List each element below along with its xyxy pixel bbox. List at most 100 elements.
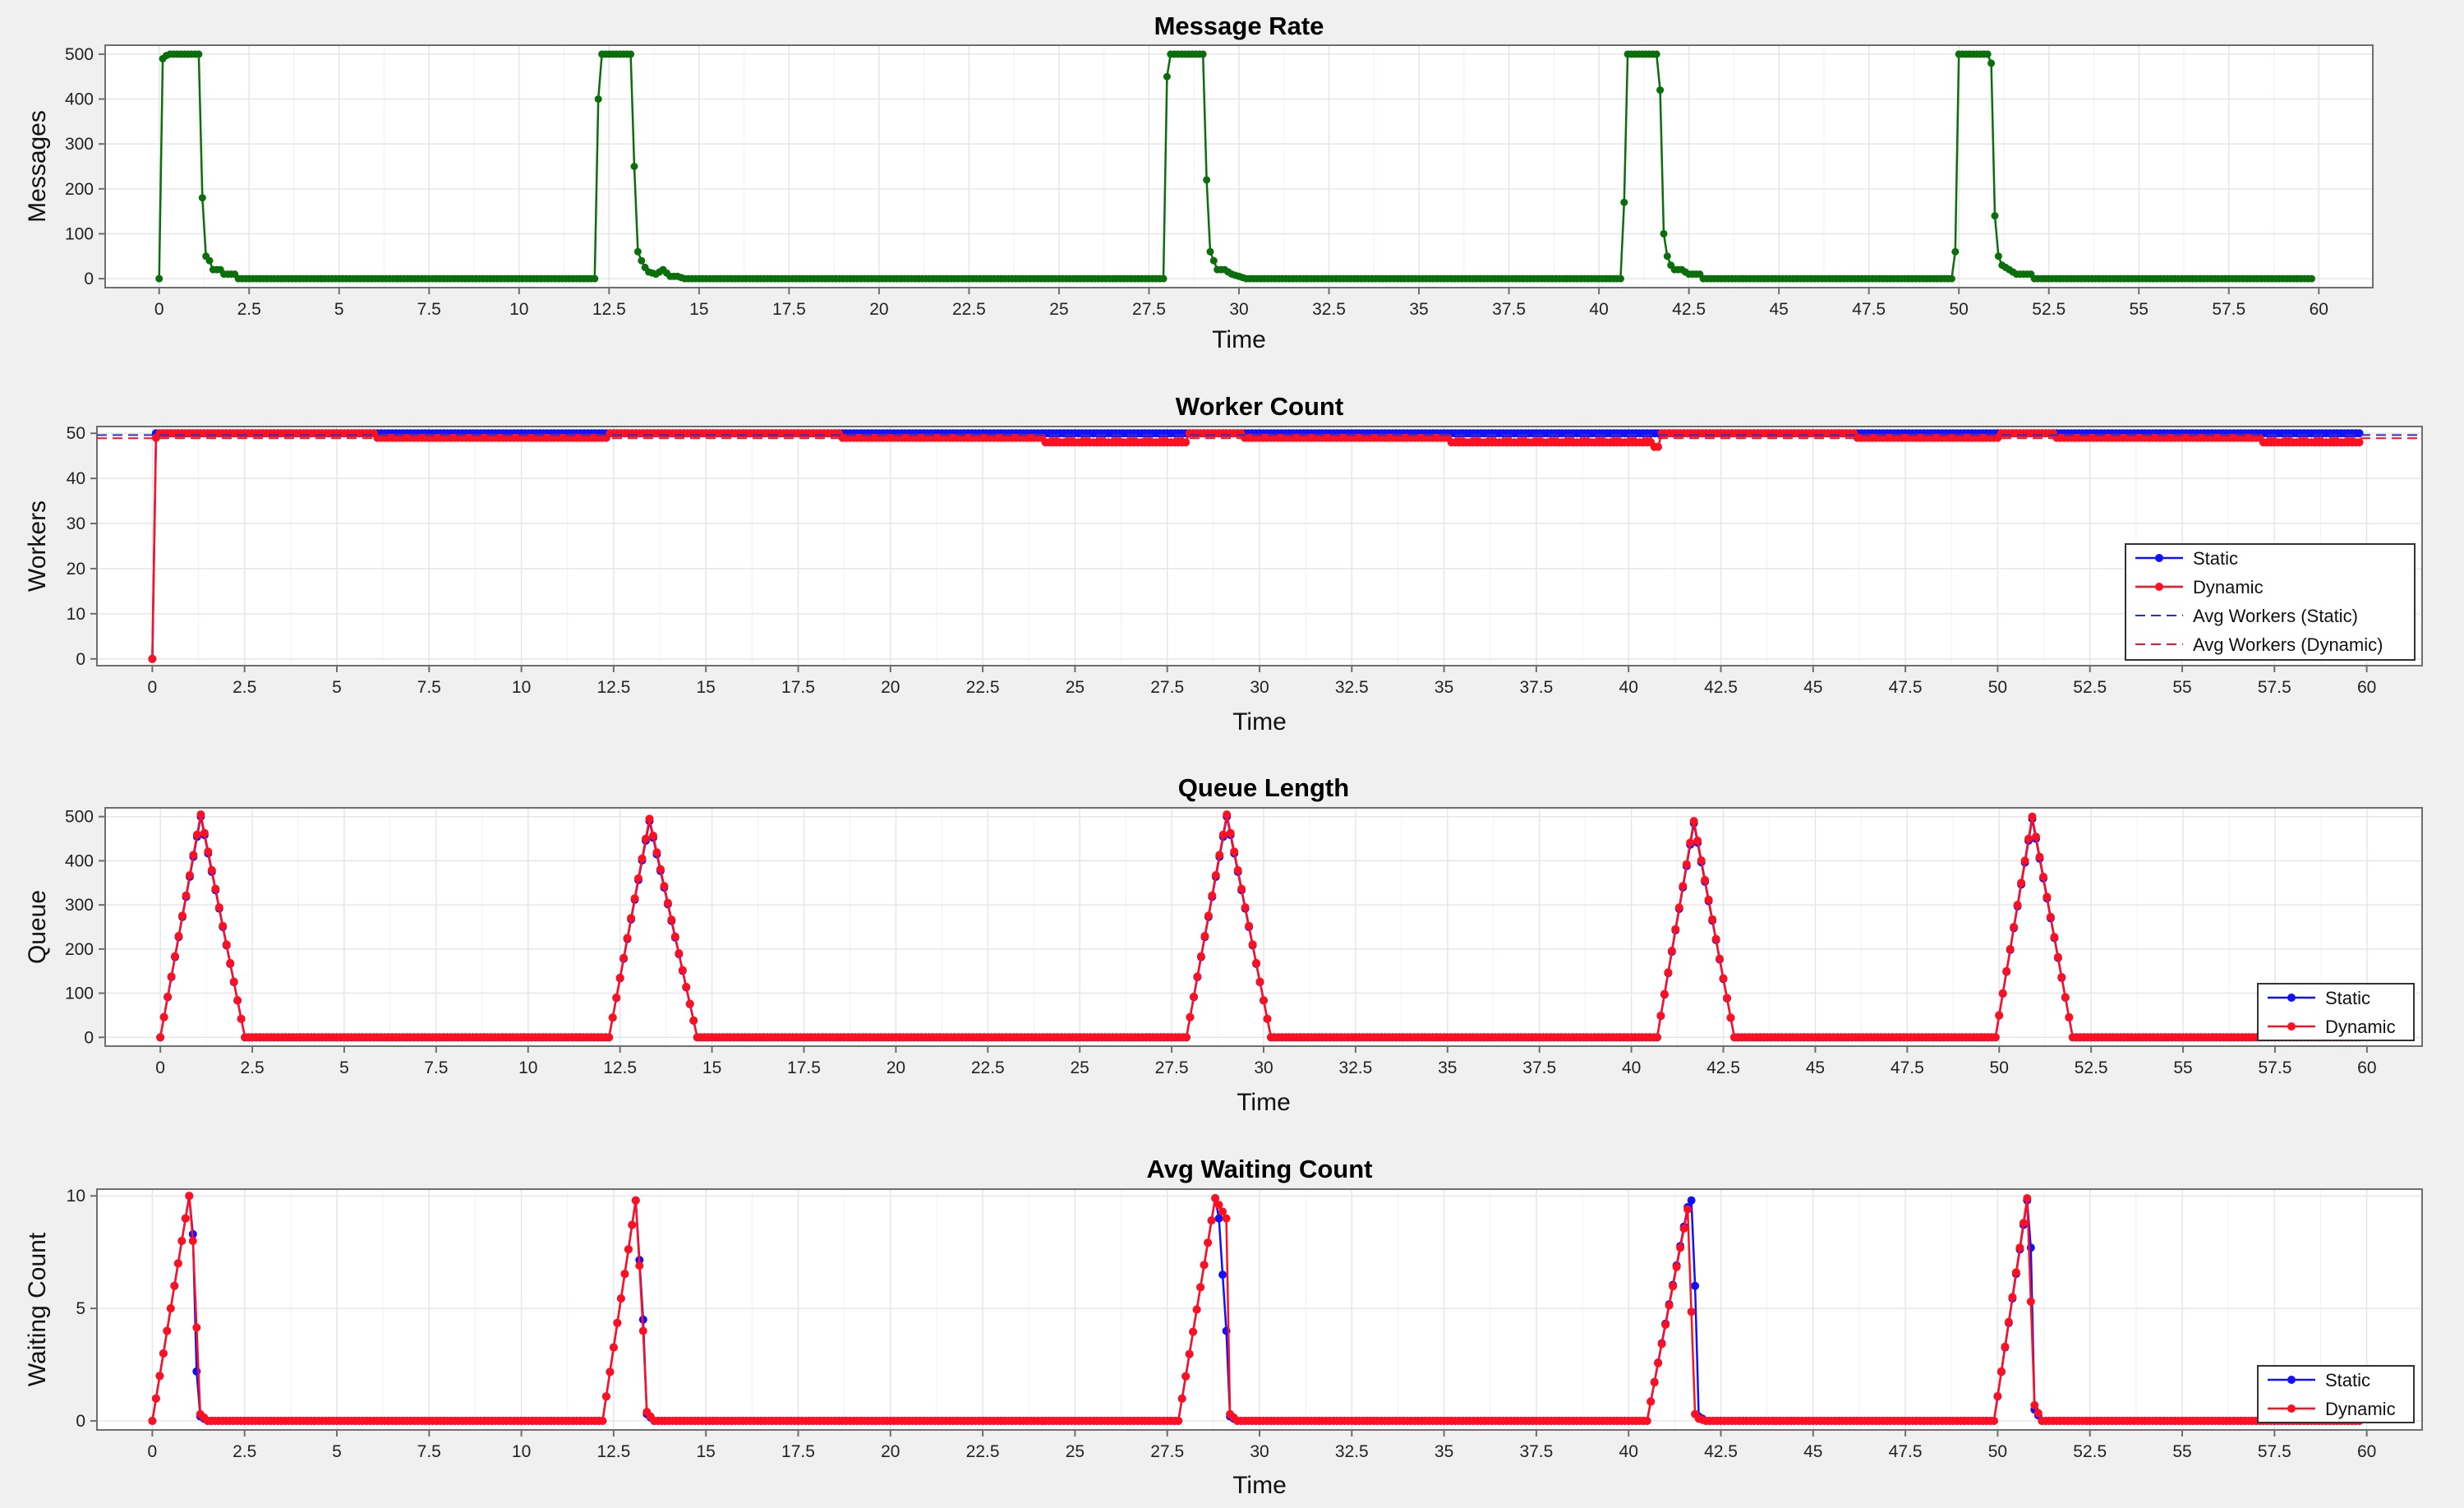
data-point bbox=[2023, 1194, 2032, 1202]
x-tick-label: 2.5 bbox=[233, 1442, 256, 1461]
data-point bbox=[2065, 1012, 2074, 1021]
x-tick-label: 12.5 bbox=[592, 300, 626, 319]
chart-title: Message Rate bbox=[1154, 12, 1324, 40]
x-tick-label: 47.5 bbox=[1852, 300, 1886, 319]
data-point bbox=[1719, 974, 1728, 983]
chart-title: Avg Waiting Count bbox=[1147, 1155, 1373, 1183]
data-point bbox=[2028, 812, 2037, 821]
data-point bbox=[196, 810, 205, 819]
x-axis-label: Time bbox=[1212, 326, 1266, 353]
legend-box bbox=[2125, 543, 2416, 661]
x-tick-label: 0 bbox=[154, 300, 164, 319]
data-point bbox=[2308, 274, 2315, 283]
x-tick-label: 15 bbox=[697, 678, 716, 697]
x-tick-label: 20 bbox=[887, 1058, 905, 1077]
data-point bbox=[1186, 1012, 1195, 1021]
data-point bbox=[660, 882, 669, 891]
data-point bbox=[1177, 1394, 1186, 1403]
data-point bbox=[623, 934, 632, 943]
x-axis-label: Time bbox=[1237, 1089, 1291, 1116]
data-point bbox=[619, 953, 629, 962]
x-tick-label: 32.5 bbox=[1338, 1058, 1372, 1077]
x-tick-label: 47.5 bbox=[1889, 678, 1923, 697]
data-point bbox=[1260, 996, 1268, 1005]
x-tick-label: 60 bbox=[2357, 678, 2376, 697]
chart-title: Queue Length bbox=[1178, 773, 1349, 802]
legend-label: Dynamic bbox=[2325, 1399, 2396, 1419]
x-tick-label: 52.5 bbox=[2073, 1442, 2107, 1461]
x-tick-label: 35 bbox=[1438, 1058, 1457, 1077]
data-point bbox=[591, 274, 599, 283]
x-tick-label: 52.5 bbox=[2073, 678, 2107, 697]
x-tick-label: 55 bbox=[2172, 1442, 2191, 1461]
data-point bbox=[594, 95, 602, 104]
x-tick-label: 40 bbox=[1589, 300, 1608, 319]
data-point bbox=[1203, 176, 1211, 184]
data-point bbox=[222, 940, 231, 949]
x-tick-label: 57.5 bbox=[2212, 300, 2245, 319]
data-point bbox=[1200, 1261, 1209, 1270]
series-layer bbox=[148, 1192, 2364, 1425]
x-tick-label: 0 bbox=[148, 678, 158, 697]
data-point bbox=[1208, 891, 1217, 900]
legend-marker bbox=[2287, 994, 2296, 1002]
data-point bbox=[159, 1349, 168, 1358]
data-point bbox=[1991, 212, 1999, 220]
y-tick-label: 40 bbox=[67, 469, 85, 488]
x-tick-label: 37.5 bbox=[1492, 300, 1526, 319]
x-tick-label: 25 bbox=[1071, 1058, 1089, 1077]
series-layer bbox=[155, 50, 2315, 283]
data-point bbox=[1189, 1327, 1198, 1336]
data-point bbox=[1998, 989, 2007, 998]
y-tick-label: 400 bbox=[65, 90, 94, 109]
legend-marker bbox=[2287, 1404, 2296, 1413]
legend-marker bbox=[2155, 554, 2163, 562]
data-point bbox=[633, 247, 642, 256]
data-point bbox=[189, 851, 198, 860]
data-point bbox=[613, 1318, 622, 1327]
x-tick-label: 22.5 bbox=[971, 1058, 1005, 1077]
x-tick-label: 7.5 bbox=[417, 678, 441, 697]
data-point bbox=[1997, 1367, 2006, 1376]
x-tick-label: 12.5 bbox=[596, 1442, 630, 1461]
chart-title: Worker Count bbox=[1176, 392, 1343, 421]
y-tick-label: 300 bbox=[65, 135, 94, 154]
y-tick-label: 5 bbox=[76, 1299, 85, 1318]
data-point bbox=[182, 891, 191, 900]
data-point bbox=[2030, 1400, 2039, 1409]
x-tick-label: 35 bbox=[1435, 1442, 1453, 1461]
data-point bbox=[1983, 50, 1992, 58]
data-point bbox=[2355, 429, 2364, 438]
x-tick-label: 32.5 bbox=[1335, 1442, 1369, 1461]
x-tick-label: 52.5 bbox=[2032, 300, 2066, 319]
data-point bbox=[1660, 229, 1668, 237]
data-point bbox=[1995, 1011, 2004, 1020]
data-point bbox=[1665, 1301, 1674, 1310]
x-tick-label: 47.5 bbox=[1889, 1442, 1923, 1461]
data-point bbox=[1672, 1262, 1681, 1271]
x-tick-label: 55 bbox=[2172, 678, 2191, 697]
x-tick-label: 17.5 bbox=[772, 300, 806, 319]
x-tick-label: 60 bbox=[2357, 1442, 2376, 1461]
data-point bbox=[1214, 1201, 1223, 1210]
data-point bbox=[1661, 1321, 1670, 1329]
chart-2: 0 2.5 5 7.5 10 12.5 15 17.5 20 22.5 25 27.5 30 32.5 35… bbox=[24, 773, 2423, 1116]
y-tick-label: 500 bbox=[65, 808, 94, 827]
data-point bbox=[1686, 838, 1695, 847]
y-tick-label: 300 bbox=[65, 896, 94, 915]
data-point bbox=[1654, 1358, 1663, 1367]
x-tick-label: 35 bbox=[1435, 678, 1453, 697]
x-tick-label: 42.5 bbox=[1704, 678, 1738, 697]
data-point bbox=[1218, 830, 1227, 839]
data-point bbox=[1993, 1391, 2002, 1400]
data-point bbox=[1199, 50, 1207, 58]
x-tick-label: 5 bbox=[334, 300, 344, 319]
data-point bbox=[155, 274, 163, 283]
data-point bbox=[627, 914, 636, 923]
x-tick-label: 60 bbox=[2310, 300, 2328, 319]
x-tick-label: 15 bbox=[689, 300, 708, 319]
data-point bbox=[170, 1281, 179, 1290]
series-layer bbox=[97, 429, 2422, 663]
data-point bbox=[615, 973, 624, 982]
data-point bbox=[642, 834, 650, 843]
